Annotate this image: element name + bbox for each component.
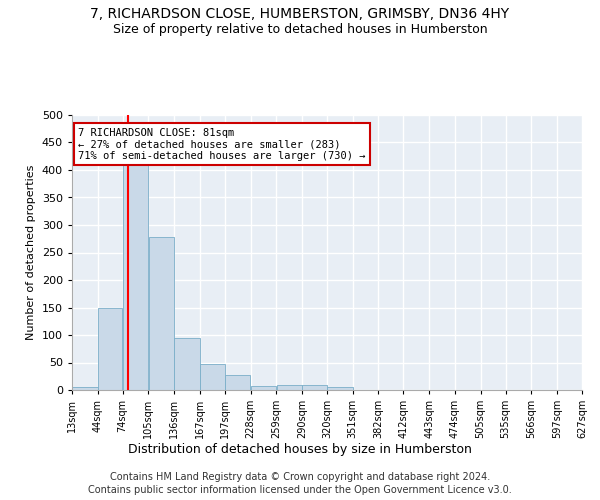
Text: Size of property relative to detached houses in Humberston: Size of property relative to detached ho… xyxy=(113,22,487,36)
Bar xyxy=(175,338,200,390)
Bar xyxy=(277,384,302,390)
Bar xyxy=(98,308,122,390)
Text: 7 RICHARDSON CLOSE: 81sqm
← 27% of detached houses are smaller (283)
71% of semi: 7 RICHARDSON CLOSE: 81sqm ← 27% of detac… xyxy=(78,128,365,160)
Text: Contains public sector information licensed under the Open Government Licence v3: Contains public sector information licen… xyxy=(88,485,512,495)
Bar xyxy=(327,387,353,390)
Bar xyxy=(225,374,250,390)
Text: Contains HM Land Registry data © Crown copyright and database right 2024.: Contains HM Land Registry data © Crown c… xyxy=(110,472,490,482)
Text: 7, RICHARDSON CLOSE, HUMBERSTON, GRIMSBY, DN36 4HY: 7, RICHARDSON CLOSE, HUMBERSTON, GRIMSBY… xyxy=(91,8,509,22)
Bar xyxy=(200,364,224,390)
Bar xyxy=(251,386,276,390)
Bar xyxy=(149,237,174,390)
Y-axis label: Number of detached properties: Number of detached properties xyxy=(26,165,36,340)
Bar xyxy=(72,387,98,390)
Bar xyxy=(123,159,148,390)
Bar xyxy=(302,384,327,390)
Text: Distribution of detached houses by size in Humberston: Distribution of detached houses by size … xyxy=(128,442,472,456)
